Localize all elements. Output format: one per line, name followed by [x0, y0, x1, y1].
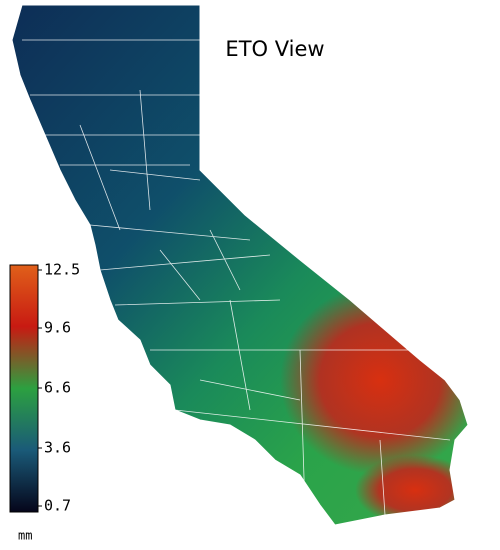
legend-tick-label: 0.7: [44, 497, 71, 515]
color-bar: [9, 264, 39, 513]
legend-tick-label: 6.6: [44, 379, 71, 397]
legend-tick-label: 9.6: [44, 319, 71, 337]
legend-tick-label: 3.6: [44, 439, 71, 457]
legend-unit: mm: [18, 529, 32, 543]
map-title: ETO View: [225, 37, 324, 61]
legend-tick-label: 12.5: [44, 261, 80, 279]
